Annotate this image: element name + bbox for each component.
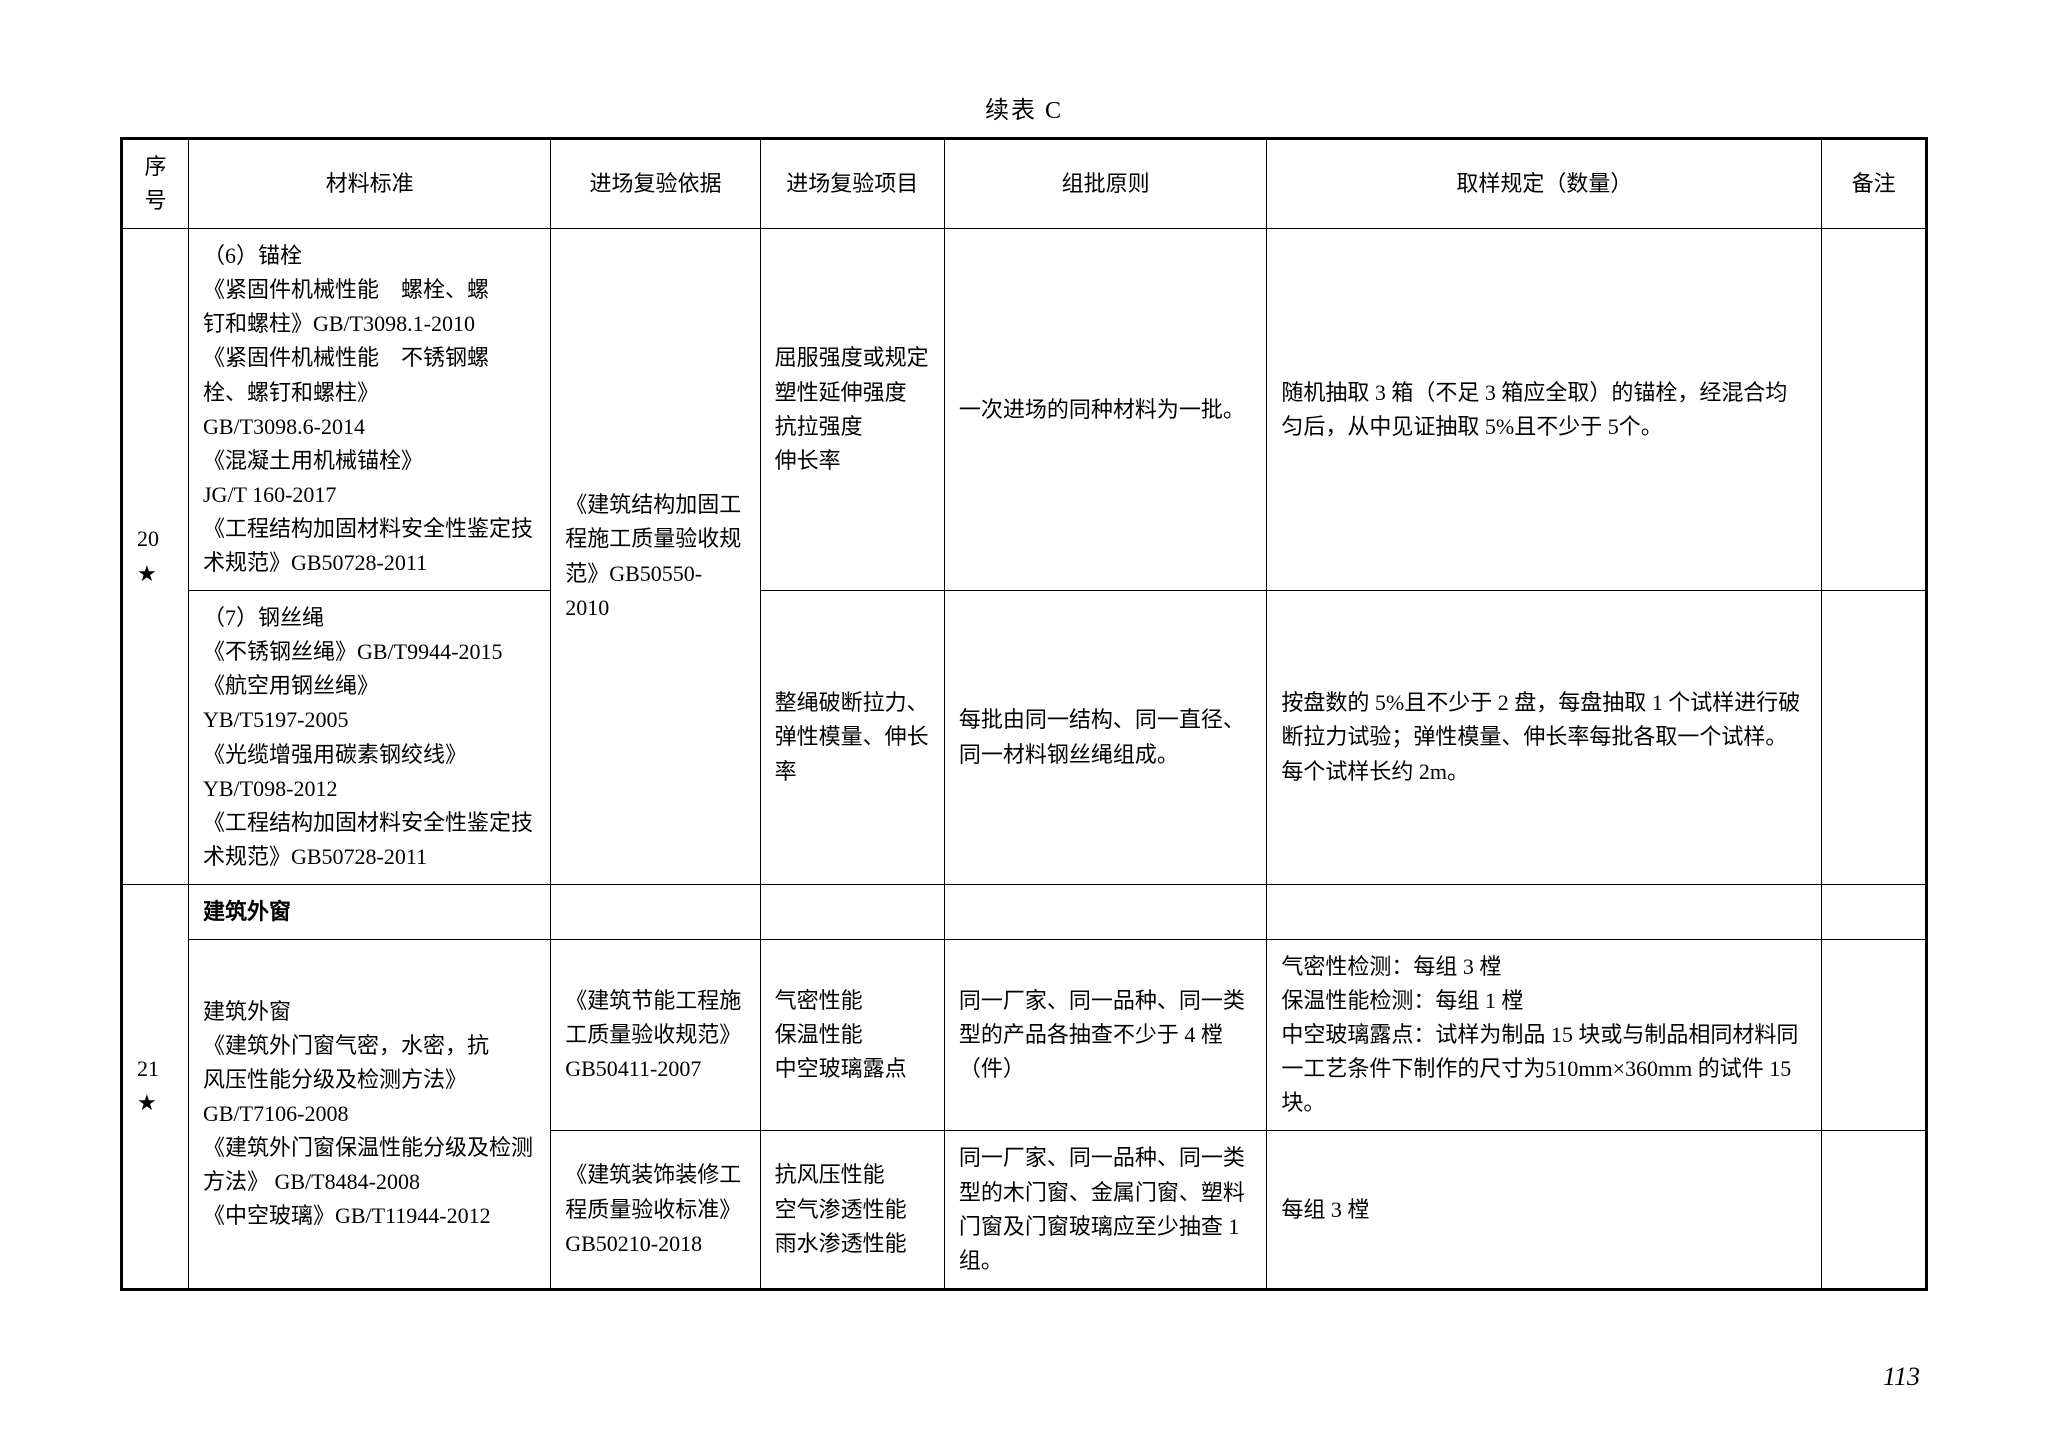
table-row: 建筑外窗《建筑外门窗气密，水密，抗风压性能分级及检测方法》GB/T7106-20… <box>122 939 1927 1130</box>
batch-cell: 一次进场的同种材料为一批。 <box>944 229 1266 591</box>
basis-cell: 《建筑节能工程施工质量验收规范》GB50411-2007 <box>551 939 760 1130</box>
seq-star: ★ <box>137 561 157 586</box>
page-number: 113 <box>1883 1362 1920 1392</box>
table-caption: 续表 C <box>120 90 1928 125</box>
col-std: 材料标准 <box>189 139 551 229</box>
col-qty: 取样规定（数量） <box>1267 139 1822 229</box>
qty-cell: 随机抽取 3 箱（不足 3 箱应全取）的锚栓，经混合均匀后，从中见证抽取 5%且… <box>1267 229 1822 591</box>
item-cell: 整绳破断拉力、弹性模量、伸长率 <box>760 591 944 885</box>
seq-cell: 21 ★ <box>122 884 189 1289</box>
qty-cell <box>1267 884 1822 939</box>
basis-cell <box>551 884 760 939</box>
section-heading: 建筑外窗 <box>189 884 551 939</box>
col-basis: 进场复验依据 <box>551 139 760 229</box>
document-page: 续表 C 序号 材料标准 进场复验依据 进场复验项目 组批原则 取样规定（数量）… <box>0 0 2048 1448</box>
seq-number: 21 <box>137 1056 159 1081</box>
batch-cell <box>944 884 1266 939</box>
std-cell: （6）锚栓《紧固件机械性能 螺栓、螺钉和螺柱》GB/T3098.1-2010《紧… <box>189 229 551 591</box>
table-row: （7）钢丝绳《不锈钢丝绳》GB/T9944-2015《航空用钢丝绳》YB/T51… <box>122 591 1927 885</box>
table-row: 21 ★ 建筑外窗 <box>122 884 1927 939</box>
note-cell <box>1822 939 1927 1130</box>
qty-cell: 每组 3 樘 <box>1267 1131 1822 1289</box>
basis-cell: 《建筑结构加固工程施工质量验收规范》GB50550-2010 <box>551 229 760 885</box>
col-seq: 序号 <box>122 139 189 229</box>
table-row: 20 ★ （6）锚栓《紧固件机械性能 螺栓、螺钉和螺柱》GB/T3098.1-2… <box>122 229 1927 591</box>
col-item: 进场复验项目 <box>760 139 944 229</box>
item-cell: 屈服强度或规定塑性延伸强度抗拉强度伸长率 <box>760 229 944 591</box>
batch-cell: 每批由同一结构、同一直径、同一材料钢丝绳组成。 <box>944 591 1266 885</box>
qty-cell: 气密性检测：每组 3 樘保温性能检测：每组 1 樘中空玻璃露点：试样为制品 15… <box>1267 939 1822 1130</box>
note-cell <box>1822 591 1927 885</box>
seq-star: ★ <box>137 1090 157 1115</box>
note-cell <box>1822 884 1927 939</box>
item-cell: 气密性能保温性能中空玻璃露点 <box>760 939 944 1130</box>
item-cell: 抗风压性能空气渗透性能雨水渗透性能 <box>760 1131 944 1289</box>
item-cell <box>760 884 944 939</box>
note-cell <box>1822 1131 1927 1289</box>
header-row: 序号 材料标准 进场复验依据 进场复验项目 组批原则 取样规定（数量） 备注 <box>122 139 1927 229</box>
seq-number: 20 <box>137 526 159 551</box>
std-cell: （7）钢丝绳《不锈钢丝绳》GB/T9944-2015《航空用钢丝绳》YB/T51… <box>189 591 551 885</box>
seq-cell: 20 ★ <box>122 229 189 885</box>
batch-cell: 同一厂家、同一品种、同一类型的木门窗、金属门窗、塑料门窗及门窗玻璃应至少抽查 1… <box>944 1131 1266 1289</box>
spec-table: 序号 材料标准 进场复验依据 进场复验项目 组批原则 取样规定（数量） 备注 2… <box>120 137 1928 1291</box>
qty-cell: 按盘数的 5%且不少于 2 盘，每盘抽取 1 个试样进行破断拉力试验；弹性模量、… <box>1267 591 1822 885</box>
batch-cell: 同一厂家、同一品种、同一类型的产品各抽查不少于 4 樘（件） <box>944 939 1266 1130</box>
std-cell: 建筑外窗《建筑外门窗气密，水密，抗风压性能分级及检测方法》GB/T7106-20… <box>189 939 551 1289</box>
note-cell <box>1822 229 1927 591</box>
basis-cell: 《建筑装饰装修工程质量验收标准》GB50210-2018 <box>551 1131 760 1289</box>
col-batch: 组批原则 <box>944 139 1266 229</box>
col-note: 备注 <box>1822 139 1927 229</box>
